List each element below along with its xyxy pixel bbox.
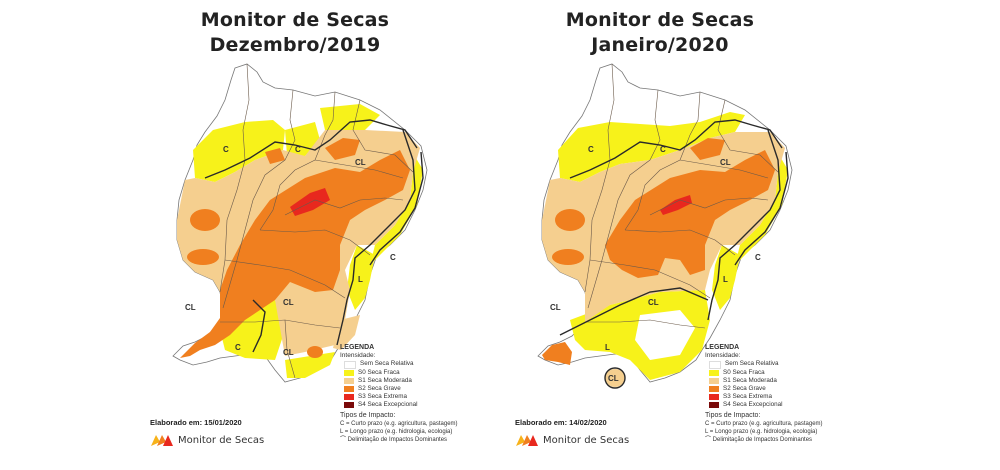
legend-impact-long: L = Longo prazo (e.g. hidrologia, ecolog… [705,428,818,435]
legend-swatch [344,386,354,393]
legend-impact-title: Tipos de Impacto: [705,411,761,419]
legend-impact-line: ⌒ Delimitação de Impactos Dominantes [340,436,490,444]
legend-impact-short: C = Curto prazo (e.g. agricultura, pasta… [340,420,458,427]
map-footer: Elaborado em: 15/01/2020 Monitor de Seca… [150,418,264,447]
legend-label: Delimitação de Impactos Dominantes [347,437,448,444]
elaborated-date: Elaborado em: 14/02/2020 [515,418,607,427]
monitor-de-secas-logo-icon [151,435,173,446]
svg-text:C: C [588,145,594,154]
impact-line-icon: ⌒ [340,437,348,444]
legend-item-none: Sem Seca Relativa [340,360,490,369]
legend-item-none: Sem Seca Relativa [705,360,855,369]
legend-item-s2: S2 Seca Grave [705,385,855,393]
brand-name: Monitor de Secas [543,434,630,446]
legend-label: S0 Seca Fraca [358,368,400,376]
svg-text:C: C [755,253,761,262]
svg-text:CL: CL [720,158,731,167]
legend-title: LEGENDA [340,344,375,351]
svg-text:CL: CL [283,298,294,307]
brand: Monitor de Secas [515,433,629,447]
svg-text:CL: CL [648,298,659,307]
legend-item-s0: S0 Seca Fraca [340,369,490,377]
drought-map-january-2020: C C CL CL CL L C L CL [537,63,793,389]
legend-swatch [709,402,719,409]
legend-item-s3: S3 Seca Extrema [340,393,490,401]
svg-text:L: L [358,275,363,284]
brand-name: Monitor de Secas [178,434,265,446]
svg-text:CL: CL [608,374,619,383]
legend-intensity-label: Intensidade: [705,352,741,360]
svg-text:CL: CL [550,303,561,312]
legend-label: S4 Seca Excepcional [723,401,783,409]
legend-item-s3: S3 Seca Extrema [705,393,855,401]
legend: LEGENDA Intensidade: Sem Seca Relativa S… [340,344,490,444]
legend-label: S2 Seca Grave [723,384,766,392]
legend-swatch [709,369,719,376]
elaborated-date: Elaborado em: 15/01/2020 [150,418,242,427]
legend-item-s0: S0 Seca Fraca [705,369,855,377]
legend-label: Sem Seca Relativa [360,360,414,368]
legend-swatch [344,394,354,401]
legend-label: S0 Seca Fraca [723,368,765,376]
map-panel-january-2020: Monitor de Secas Janeiro/2020 [510,0,850,470]
title-line-2: Janeiro/2020 [591,34,729,56]
title-line-1: Monitor de Secas [565,9,755,31]
legend-item-s4: S4 Seca Excepcional [705,401,855,409]
legend-impact-short: C = Curto prazo (e.g. agricultura, pasta… [705,420,823,427]
legend: LEGENDA Intensidade: Sem Seca Relativa S… [705,344,855,444]
svg-text:C: C [235,343,241,352]
brand: Monitor de Secas [150,433,264,447]
svg-text:CL: CL [355,158,366,167]
legend-swatch [344,369,354,376]
title-line-1: Monitor de Secas [200,9,390,31]
legend-impact-line: ⌒ Delimitação de Impactos Dominantes [705,436,855,444]
legend-impact-long: L = Longo prazo (e.g. hidrologia, ecolog… [340,428,453,435]
svg-text:C: C [295,145,301,154]
svg-text:CL: CL [283,348,294,357]
monitor-de-secas-logo-icon [516,435,538,446]
legend-swatch [709,394,719,401]
legend-swatch [344,402,354,409]
region-labels: C C CL CL CL L C L CL [550,145,761,383]
svg-text:C: C [390,253,396,262]
legend-swatch [344,360,356,369]
legend-label: S3 Seca Extrema [723,393,772,401]
map-title: Monitor de Secas Dezembro/2019 [145,8,445,58]
legend-swatch [344,377,354,384]
legend-item-s4: S4 Seca Excepcional [340,401,490,409]
legend-label: Delimitação de Impactos Dominantes [712,437,813,444]
impact-line-icon: ⌒ [705,437,713,444]
legend-swatch [709,377,719,384]
svg-text:CL: CL [185,303,196,312]
legend-swatch [709,386,719,393]
svg-text:L: L [605,343,610,352]
legend-label: S3 Seca Extrema [358,393,407,401]
map-panel-december-2019: Monitor de Secas Dezembro/2019 [145,0,485,470]
legend-label: S1 Seca Moderada [358,376,412,384]
legend-impact-title: Tipos de Impacto: [340,411,396,419]
region-labels: C C CL CL CL L C C CL [185,145,396,357]
map-footer: Elaborado em: 14/02/2020 Monitor de Seca… [515,418,629,447]
legend-label: S4 Seca Excepcional [358,401,418,409]
svg-text:C: C [660,145,666,154]
legend-label: S2 Seca Grave [358,384,401,392]
legend-item-s2: S2 Seca Grave [340,385,490,393]
legend-label: S1 Seca Moderada [723,376,777,384]
legend-item-s1: S1 Seca Moderada [705,377,855,385]
map-title: Monitor de Secas Janeiro/2020 [510,8,810,58]
title-line-2: Dezembro/2019 [209,34,381,56]
legend-swatch [709,360,721,369]
svg-text:L: L [723,275,728,284]
drought-map-december-2019: C C CL CL CL L C C CL [172,63,428,383]
svg-text:C: C [223,145,229,154]
legend-item-s1: S1 Seca Moderada [340,377,490,385]
legend-title: LEGENDA [705,344,740,351]
legend-label: Sem Seca Relativa [725,360,779,368]
legend-intensity-label: Intensidade: [340,352,376,360]
